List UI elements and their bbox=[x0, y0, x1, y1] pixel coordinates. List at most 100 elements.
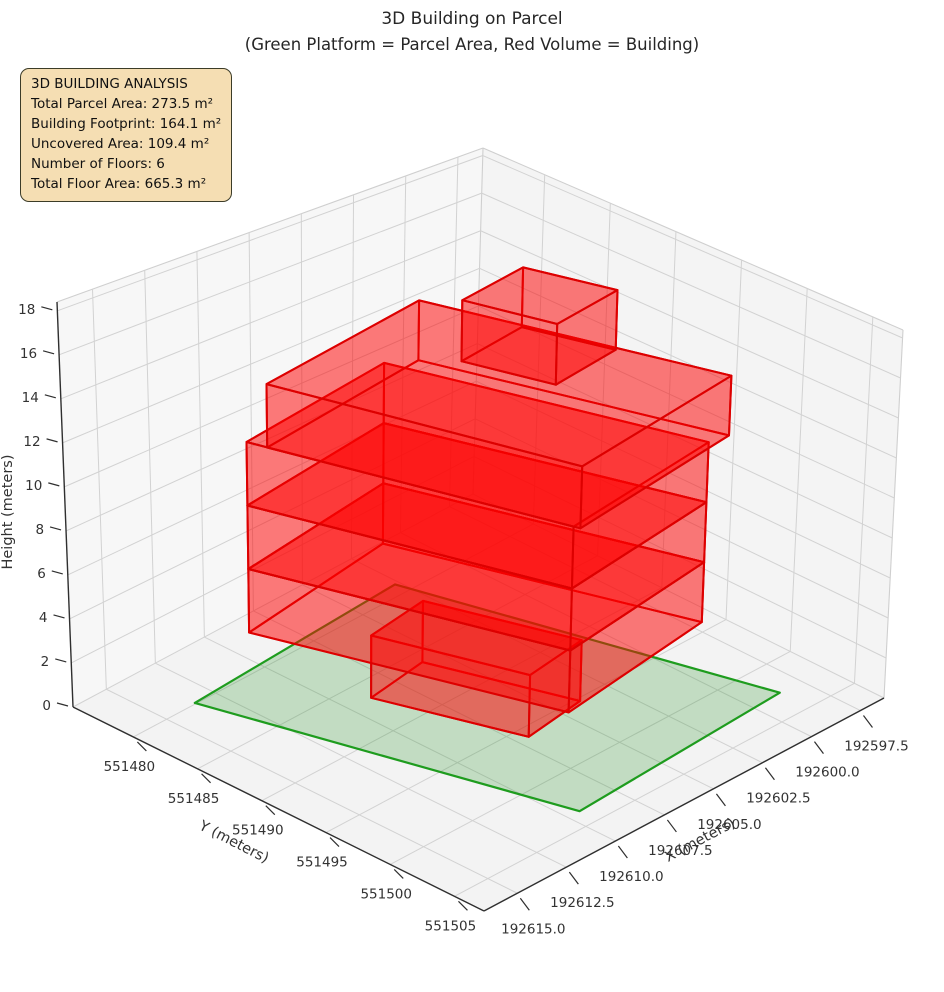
z-tick-label: 6 bbox=[37, 566, 46, 582]
grid-rightwall-y bbox=[853, 316, 874, 684]
z-tick-label: 14 bbox=[22, 390, 39, 406]
y-tick-label: 551495 bbox=[296, 855, 348, 871]
y-tick-mark bbox=[393, 869, 404, 879]
z-tick-label: 0 bbox=[42, 698, 51, 714]
grid-leftwall-x bbox=[196, 251, 205, 638]
grid-leftwall-z bbox=[58, 192, 482, 356]
x-tick-label: 192607.5 bbox=[648, 843, 712, 859]
analysis-line-footprint: Building Footprint: 164.1 m² bbox=[31, 116, 222, 132]
x-tick-mark bbox=[617, 845, 628, 859]
grid-leftwall-z bbox=[65, 343, 478, 532]
grid-floor-y bbox=[454, 682, 855, 897]
analysis-line-uncovered: Uncovered Area: 109.4 m² bbox=[31, 136, 210, 152]
z-tick-mark bbox=[48, 482, 60, 487]
grid-leftwall-x bbox=[399, 175, 407, 533]
analysis-line-floor-area: Total Floor Area: 665.3 m² bbox=[31, 176, 207, 192]
grid-leftwall-x bbox=[350, 194, 355, 559]
z-tick-mark bbox=[46, 438, 58, 443]
z-tick-mark bbox=[56, 702, 69, 707]
grid-rightwall-y bbox=[597, 203, 611, 556]
z-tick-mark bbox=[49, 526, 62, 531]
z-tick-mark bbox=[41, 306, 53, 311]
z-tick-mark bbox=[51, 570, 63, 575]
grid-floor-x bbox=[106, 688, 518, 894]
y-tick-label: 551490 bbox=[232, 823, 284, 839]
grid-floor-x bbox=[302, 584, 714, 790]
parcel-platform bbox=[193, 583, 781, 813]
grid-leftwall-x bbox=[300, 213, 303, 585]
chart-title: 3D Building on Parcel bbox=[381, 9, 563, 29]
grid-rightwall-y bbox=[789, 288, 808, 652]
grid-floor-y bbox=[133, 523, 534, 738]
grid-floor-y bbox=[390, 651, 791, 865]
analysis-line-parcel-area: Total Parcel Area: 273.5 m² bbox=[31, 96, 214, 112]
y-tick-mark bbox=[201, 773, 212, 784]
grid-floor-x bbox=[351, 558, 763, 764]
pane-right-wall bbox=[473, 148, 903, 698]
x-tick-mark bbox=[519, 897, 530, 911]
x-tick-label: 192597.5 bbox=[844, 739, 908, 755]
z-tick-mark bbox=[55, 658, 67, 663]
grid-rightwall-z bbox=[472, 493, 885, 699]
y-axis-spine bbox=[72, 706, 485, 912]
x-tick-mark bbox=[813, 741, 824, 754]
y-tick-mark bbox=[458, 900, 468, 911]
grid-floor-x bbox=[400, 532, 812, 738]
grid-floor-y bbox=[261, 587, 663, 802]
y-tick-mark bbox=[265, 805, 276, 816]
analysis-heading: 3D BUILDING ANALYSIS bbox=[31, 76, 188, 92]
grid-leftwall-z bbox=[64, 305, 479, 488]
grid-leftwall-x bbox=[448, 157, 459, 507]
z-axis-label: Height (meters) bbox=[0, 454, 16, 569]
grid-floor-y bbox=[325, 619, 727, 834]
pane-edge-back-vertical bbox=[472, 147, 484, 495]
grid-leftwall-x bbox=[248, 232, 254, 611]
x-tick-label: 192602.5 bbox=[746, 791, 810, 807]
z-tick-label: 4 bbox=[39, 610, 48, 626]
grid-leftwall-x bbox=[144, 270, 156, 664]
x-tick-mark bbox=[568, 871, 579, 885]
building-floor-6-penthouse-face-5 bbox=[460, 299, 559, 386]
x-tick-label: 192605.0 bbox=[697, 817, 761, 833]
analysis-line-floors: Number of Floors: 6 bbox=[31, 156, 165, 172]
grid-leftwall-z bbox=[62, 267, 480, 444]
chart-title-block: 3D Building on Parcel (Green Platform = … bbox=[0, 7, 944, 57]
grid-floor-x bbox=[155, 662, 567, 868]
pane-edge-top-left bbox=[56, 147, 484, 303]
grid-leftwall-z bbox=[57, 155, 483, 312]
y-tick-label: 551485 bbox=[168, 791, 220, 807]
grid-rightwall-z bbox=[481, 192, 901, 379]
building-floor-1-ground-annex-face-5 bbox=[370, 634, 532, 738]
y-tick-mark bbox=[329, 837, 340, 848]
z-tick-mark bbox=[53, 614, 65, 619]
grid-leftwall-z bbox=[60, 230, 481, 400]
z-tick-label: 10 bbox=[25, 478, 42, 494]
pane-edge-right-vertical bbox=[883, 329, 904, 699]
grid-rightwall-z bbox=[476, 380, 891, 579]
z-axis-spine bbox=[56, 301, 74, 708]
pane-floor bbox=[73, 494, 884, 911]
grid-leftwall-z bbox=[69, 418, 476, 620]
chart-subtitle: (Green Platform = Parcel Area, Red Volum… bbox=[244, 35, 700, 54]
pane-edge-top-right bbox=[482, 147, 904, 331]
x-axis-spine bbox=[483, 697, 885, 912]
x-tick-mark bbox=[764, 767, 775, 781]
z-tick-label: 18 bbox=[18, 302, 35, 318]
grid-rightwall-z bbox=[480, 230, 899, 419]
x-tick-label: 192600.0 bbox=[795, 765, 859, 781]
grid-rightwall-z bbox=[477, 343, 893, 539]
z-tick-label: 12 bbox=[23, 434, 40, 450]
z-tick-label: 16 bbox=[20, 346, 37, 362]
y-tick-mark bbox=[136, 741, 147, 752]
x-tick-label: 192610.0 bbox=[599, 869, 663, 885]
grid-floor-y bbox=[197, 555, 598, 770]
analysis-annotation-box: 3D BUILDING ANALYSIS Total Parcel Area: … bbox=[20, 68, 233, 202]
grid-rightwall-z bbox=[482, 155, 903, 339]
grid-rightwall-z bbox=[479, 267, 897, 459]
grid-floor-x bbox=[204, 636, 616, 842]
z-tick-label: 2 bbox=[41, 654, 50, 670]
z-tick-mark bbox=[42, 350, 55, 355]
grid-floor-x bbox=[253, 610, 665, 816]
